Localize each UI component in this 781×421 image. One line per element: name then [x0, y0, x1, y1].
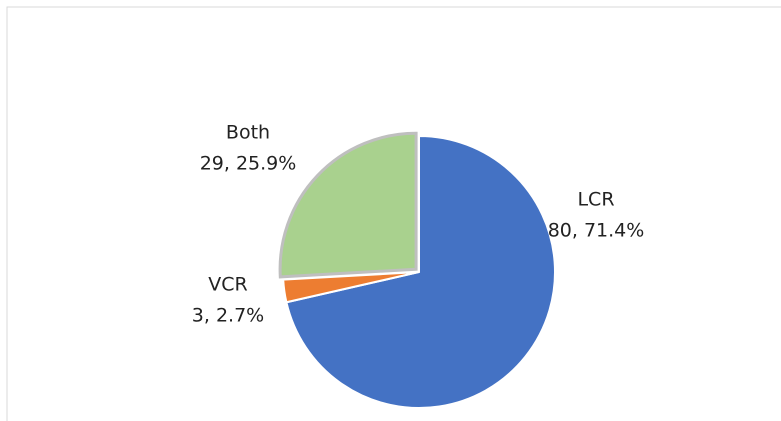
pie-slice	[278, 131, 418, 279]
data-label-value: 3, 2.7%	[192, 305, 264, 327]
data-label-name: VCR	[208, 274, 247, 296]
chart-frame	[6, 6, 781, 421]
data-label-name: LCR	[577, 189, 614, 211]
pie-slice	[285, 134, 556, 409]
data-label-value: 80, 71.4%	[548, 220, 645, 242]
pie-slice	[282, 271, 420, 304]
data-label-name: Both	[226, 122, 270, 144]
data-label-value: 29, 25.9%	[200, 153, 297, 175]
